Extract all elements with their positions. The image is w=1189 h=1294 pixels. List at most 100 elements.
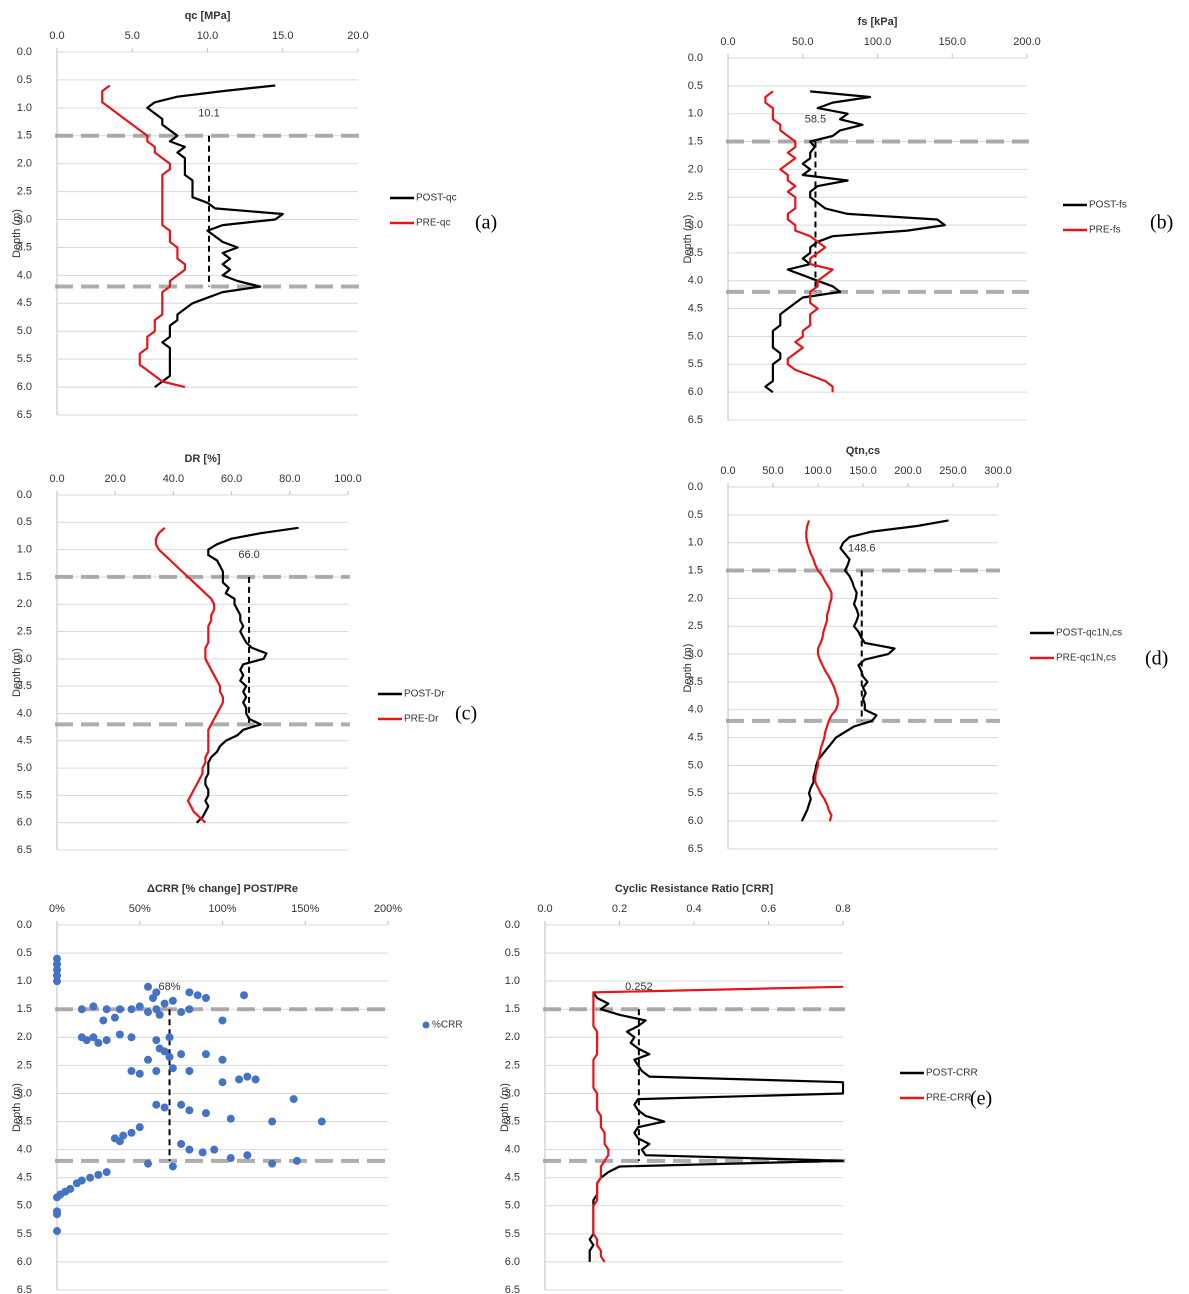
y-tick-label: 6.5 [688,843,703,855]
y-tick-label: 2.0 [17,158,32,170]
y-tick-label: 2.0 [688,163,703,175]
scatter-point [144,1008,153,1017]
scatter-point [94,1170,103,1179]
scatter-point [198,1148,207,1157]
y-tick-label: 1.0 [17,975,32,987]
x-tick-label: 0.8 [835,903,850,915]
scatter-point [268,1117,277,1126]
y-tick-label: 0.0 [17,919,32,931]
y-axis-label: Depth (m) [11,1083,23,1132]
scatter-point [135,1069,144,1078]
scatter-point [317,1117,326,1126]
scatter-point [135,1002,144,1011]
y-tick-label: 6.0 [688,386,703,398]
y-tick-label: 3.5 [17,680,32,692]
y-tick-label: 1.0 [505,975,520,987]
scatter-point [115,1137,124,1146]
scatter-point [193,991,202,1000]
scatter-point [177,1140,186,1148]
profile-line [764,90,834,393]
profile-line [101,84,186,389]
y-tick-label: 5.0 [17,1200,32,1212]
scatter-point [168,1064,177,1073]
scatter-point [185,1005,194,1014]
y-tick-label: 2.5 [17,1059,32,1071]
legend-marker [422,1021,430,1029]
scatter-point [102,1168,111,1177]
scatter-point [53,971,61,980]
x-tick-label: 0.0 [49,30,64,42]
x-tick-label: 20.0 [104,473,125,485]
scatter-point [177,1100,186,1109]
legend-label: PRE-CRR [926,1093,972,1104]
y-tick-label: 3.0 [505,1087,520,1099]
y-tick-label: 6.5 [505,1284,520,1294]
scatter-point [110,1013,119,1022]
profile-line [195,526,299,824]
scatter-point [89,1002,98,1011]
scatter-point [152,1100,161,1109]
panel-label: (d) [1145,648,1168,670]
y-tick-label: 0.5 [688,80,703,92]
scatter-point [226,1114,235,1123]
y-tick-label: 4.5 [17,297,32,309]
legend-label: POST-qc [416,193,457,204]
scatter-point [152,1036,161,1045]
x-tick-label: 0.0 [720,36,735,48]
y-tick-label: 5.0 [505,1200,520,1212]
y-tick-label: 4.0 [17,1144,32,1156]
scatter-point [292,1156,301,1165]
y-tick-label: 3.5 [17,1115,32,1127]
scatter-point [94,1038,103,1047]
scatter-point [177,1050,186,1059]
scatter-point [226,1154,235,1163]
x-tick-label: 300.0 [984,465,1012,477]
scatter-point [218,1016,227,1025]
x-tick-label: 80.0 [279,473,300,485]
scatter-point [53,965,61,974]
y-tick-label: 4.0 [17,269,32,281]
scatter-point [86,1173,95,1182]
scatter-point [102,1036,111,1045]
y-tick-label: 5.5 [17,353,32,365]
y-tick-label: 6.0 [17,817,32,829]
scatter-point [160,999,169,1008]
y-tick-label: 4.5 [688,303,703,315]
y-tick-label: 1.5 [17,130,32,142]
x-tick-label: 0.2 [612,903,627,915]
scatter-point [218,1055,227,1064]
scatter-point [155,1010,164,1019]
x-tick-label: 200.0 [894,465,922,477]
scatter-point [99,1016,108,1025]
scatter-point [115,1030,124,1039]
chart-title: ΔCRR [% change] POST/PRe [147,883,298,895]
y-tick-label: 4.0 [505,1144,520,1156]
scatter-point [127,1067,136,1075]
panel-label: (b) [1150,212,1173,234]
x-tick-label: 50.0 [762,465,783,477]
y-axis-label: Depth (m) [11,648,23,697]
scatter-point [201,1050,210,1059]
y-tick-label: 6.0 [688,815,703,827]
y-tick-label: 4.5 [17,1172,32,1184]
chart-title: Cyclic Resistance Ratio [CRR] [615,883,774,895]
panel-label: (a) [475,212,497,234]
y-tick-label: 1.0 [688,537,703,549]
scatter-point [210,1145,219,1154]
scatter-point [135,1123,144,1132]
x-tick-label: 50.0 [792,36,813,48]
y-tick-label: 1.0 [17,544,32,556]
scatter-point [243,1072,252,1081]
scatter-point [165,1033,174,1042]
scatter-point [185,1106,194,1115]
panel-label: (e) [970,1088,992,1110]
scatter-point [127,1005,136,1014]
x-tick-label: 150% [291,903,319,915]
y-tick-label: 0.5 [17,74,32,86]
y-tick-label: 6.5 [688,414,703,426]
y-tick-label: 5.5 [505,1228,520,1240]
profile-line [805,520,839,822]
scatter-point [218,1078,227,1087]
scatter-point [235,1075,244,1084]
